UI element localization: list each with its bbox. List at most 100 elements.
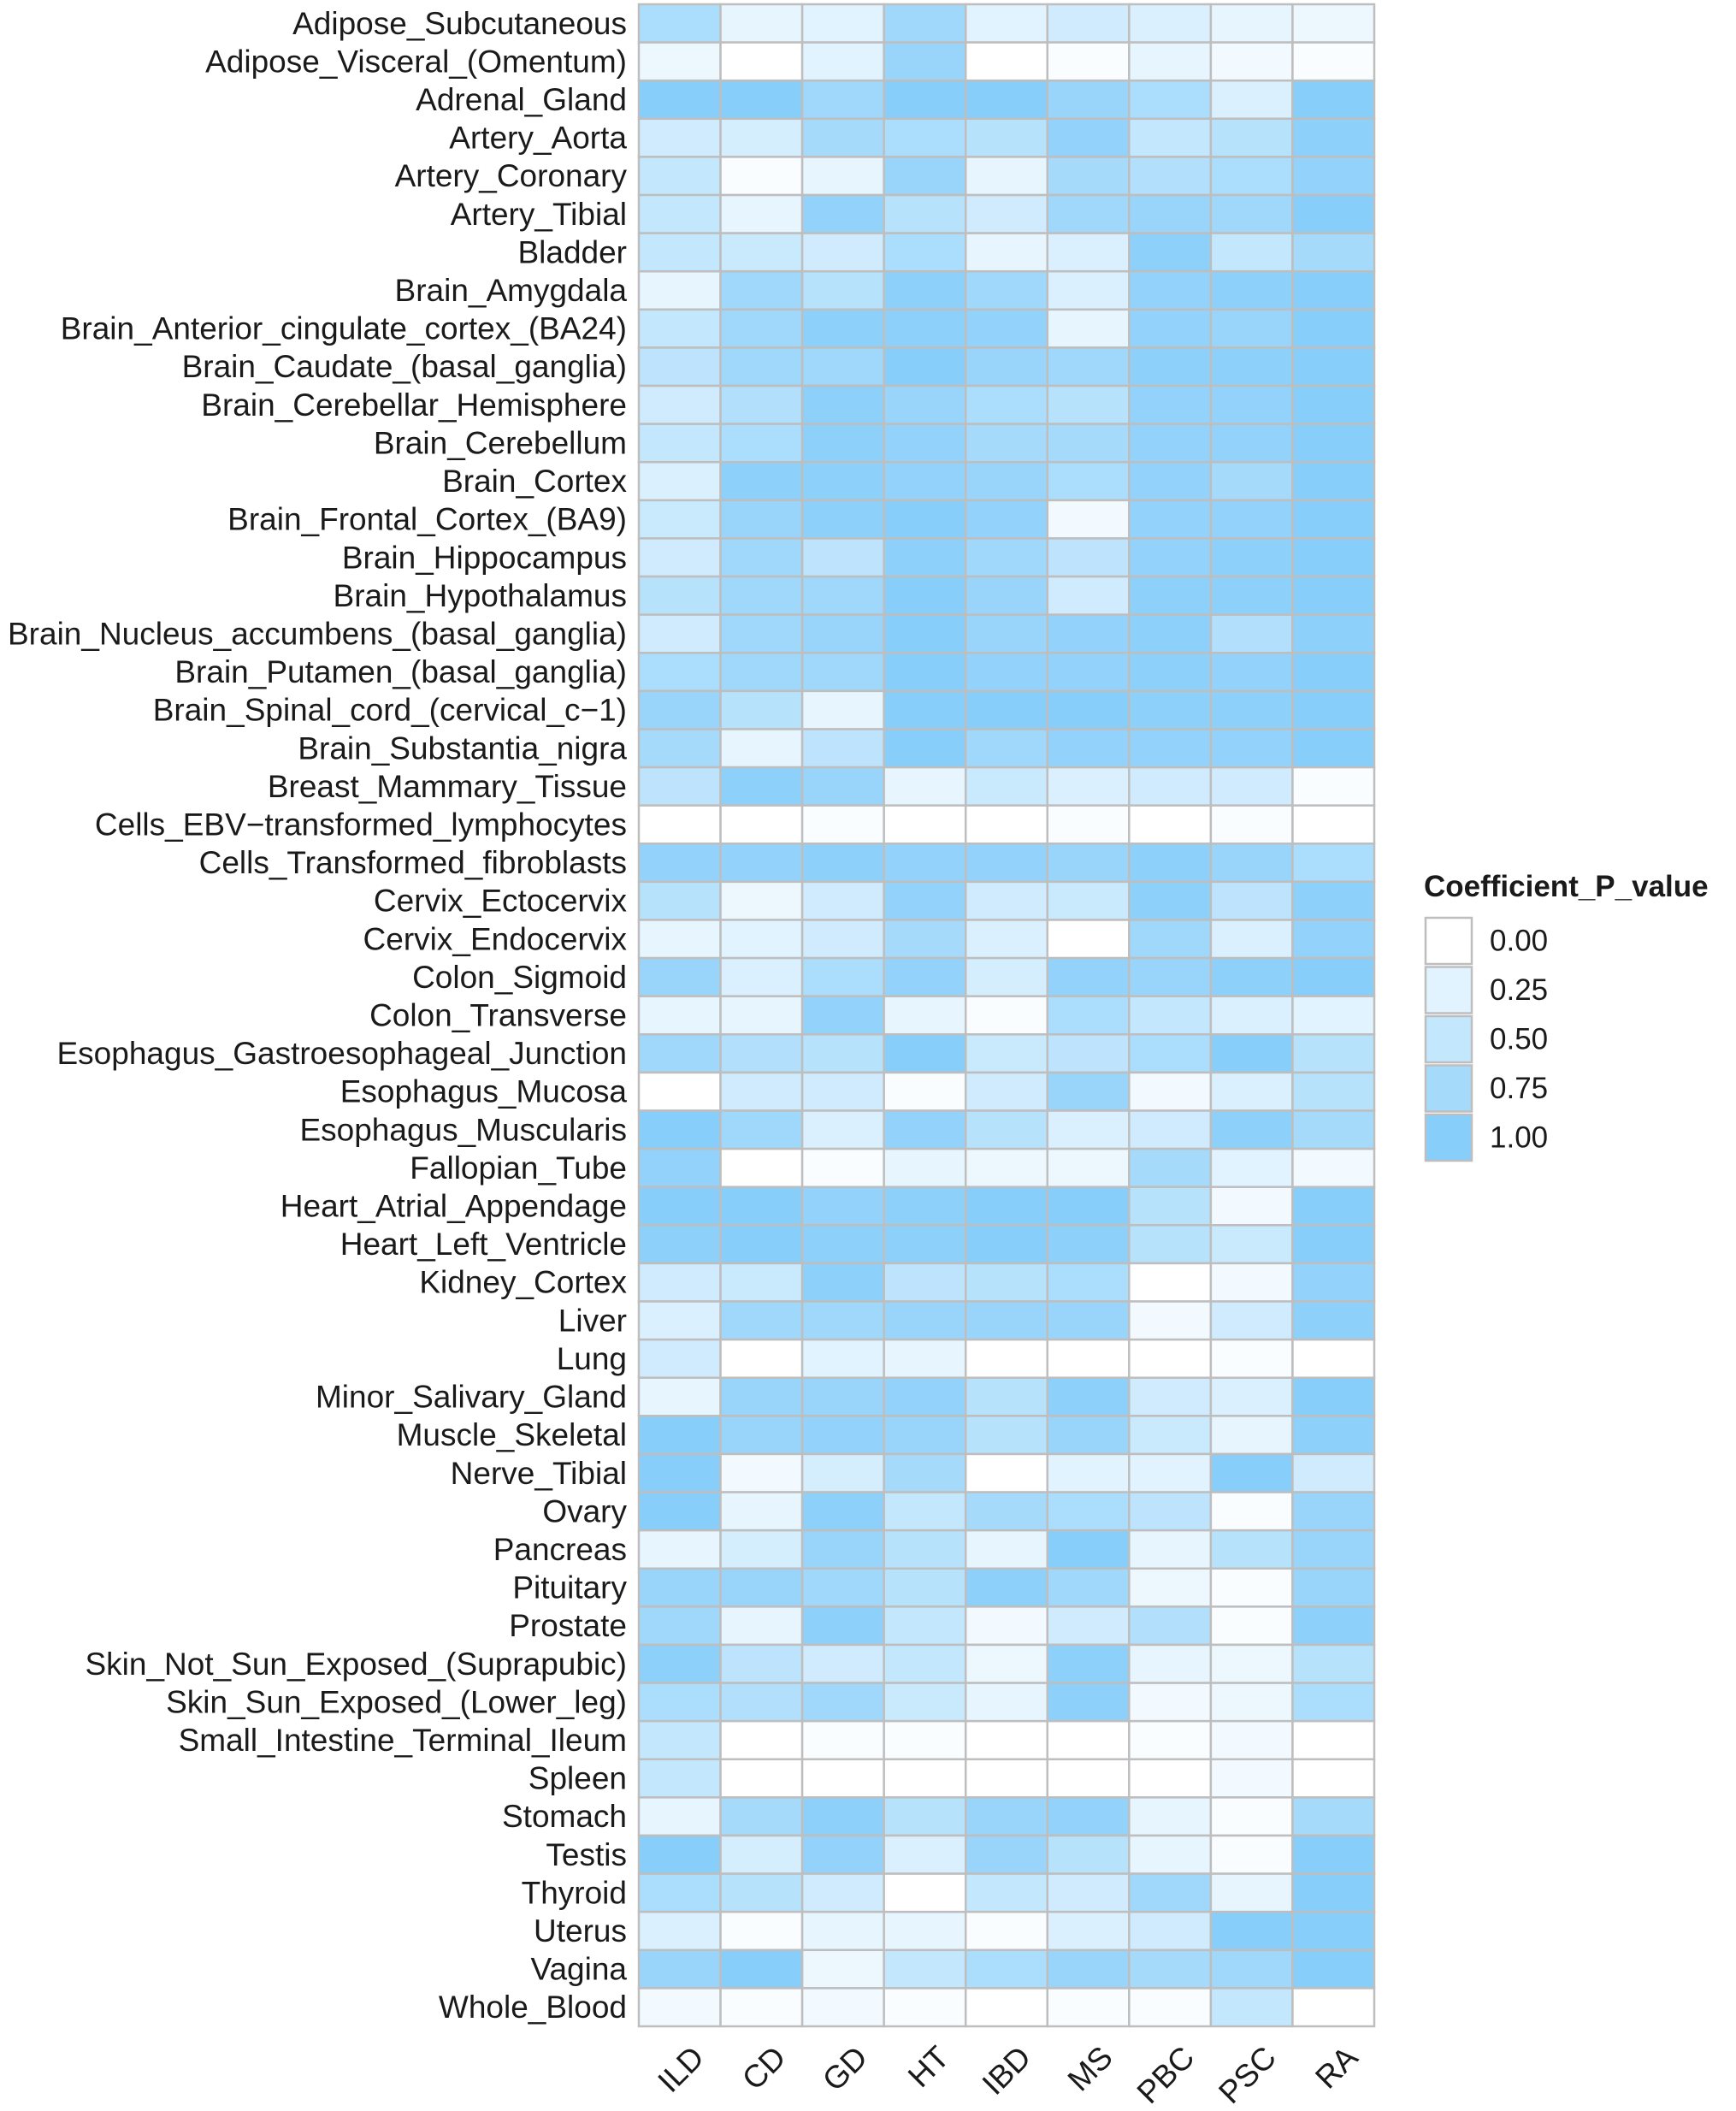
heatmap-cell — [637, 1491, 722, 1532]
heatmap-cell — [1128, 1910, 1213, 1952]
heatmap-cell — [800, 346, 885, 387]
heatmap-cell — [883, 1948, 967, 1990]
heatmap-cell — [883, 1262, 967, 1303]
heatmap-cell — [883, 1186, 967, 1227]
heatmap-cell — [800, 919, 885, 960]
heatmap-cell — [1046, 1834, 1131, 1875]
heatmap-cell — [883, 1300, 967, 1341]
heatmap-cell — [964, 1415, 1049, 1456]
heatmap-cell — [964, 1948, 1049, 1990]
heatmap-cell — [883, 1643, 967, 1684]
legend-key — [1424, 966, 1473, 1014]
heatmap-cell — [637, 1071, 722, 1112]
heatmap-cell — [1046, 423, 1131, 464]
heatmap-cell — [800, 880, 885, 921]
heatmap-cell — [1291, 156, 1376, 197]
heatmap-cell — [883, 652, 967, 693]
heatmap-cell — [964, 1491, 1049, 1532]
heatmap-cell — [1128, 308, 1213, 349]
row-label: Muscle_Skeletal — [397, 1417, 627, 1452]
heatmap-cell — [964, 3, 1049, 44]
heatmap-cell — [719, 461, 804, 502]
heatmap-cell — [964, 1147, 1049, 1188]
heatmap-cell — [964, 689, 1049, 730]
row-label: Thyroid — [522, 1875, 627, 1910]
heatmap-cell — [800, 1796, 885, 1837]
heatmap-cell — [1046, 1186, 1131, 1227]
row-label: Lung — [557, 1341, 627, 1376]
heatmap-cell — [1209, 1452, 1294, 1493]
heatmap-cell — [637, 728, 722, 769]
heatmap-cell — [1209, 117, 1294, 158]
heatmap-cell — [719, 804, 804, 845]
heatmap-cell — [1291, 1376, 1376, 1417]
heatmap-cell — [883, 117, 967, 158]
heatmap-cell — [1291, 1719, 1376, 1761]
heatmap-cell — [964, 1071, 1049, 1112]
heatmap-cell — [1128, 346, 1213, 387]
heatmap-cell — [1291, 346, 1376, 387]
heatmap-cell — [719, 1491, 804, 1532]
heatmap-cell — [1046, 1948, 1131, 1990]
heatmap-cell — [719, 880, 804, 921]
heatmap-cell — [1046, 193, 1131, 234]
heatmap-cell — [1046, 1491, 1131, 1532]
heatmap-cell — [1128, 1262, 1213, 1303]
heatmap-cell — [719, 346, 804, 387]
heatmap-cell — [800, 1948, 885, 1990]
heatmap-cell — [719, 1224, 804, 1265]
row-label: Artery_Tibial — [451, 197, 627, 232]
row-label: Brain_Anterior_cingulate_cortex_(BA24) — [61, 311, 627, 346]
heatmap-cell — [883, 384, 967, 425]
heatmap-cell — [1291, 1682, 1376, 1723]
heatmap-cell — [1128, 1338, 1213, 1379]
heatmap-cell — [800, 1605, 885, 1647]
heatmap-cell — [1209, 652, 1294, 693]
heatmap-cell — [637, 1719, 722, 1761]
heatmap-cell — [964, 728, 1049, 769]
heatmap-cell — [1046, 1452, 1131, 1493]
heatmap-cell — [964, 1452, 1049, 1493]
heatmap-cell — [1291, 1491, 1376, 1532]
heatmap-cell — [883, 1376, 967, 1417]
heatmap-cell — [637, 652, 722, 693]
legend-key — [1424, 1113, 1473, 1162]
heatmap-cell — [800, 117, 885, 158]
heatmap-cell — [883, 1491, 967, 1532]
heatmap-cell — [964, 41, 1049, 82]
heatmap-cell — [964, 1605, 1049, 1647]
heatmap-cell — [964, 1719, 1049, 1761]
heatmap-cell — [1209, 919, 1294, 960]
heatmap-cell — [800, 537, 885, 578]
row-label: Heart_Atrial_Appendage — [280, 1189, 627, 1224]
heatmap-cell — [1291, 766, 1376, 807]
heatmap-cell — [637, 423, 722, 464]
heatmap-cell — [637, 1872, 722, 1913]
heatmap-cell — [883, 1796, 967, 1837]
heatmap-cell — [1291, 613, 1376, 654]
row-label: Esophagus_Gastroesophageal_Junction — [57, 1036, 628, 1071]
heatmap-cell — [1128, 1987, 1213, 2028]
heatmap-cell — [800, 1338, 885, 1379]
row-label: Uterus — [534, 1913, 627, 1948]
heatmap-cell — [1046, 41, 1131, 82]
heatmap-cell — [1128, 1491, 1213, 1532]
heatmap-cell — [800, 1643, 885, 1684]
heatmap-cell — [1291, 1224, 1376, 1265]
heatmap-cell — [719, 613, 804, 654]
heatmap-cell — [719, 1415, 804, 1456]
heatmap-cell — [719, 843, 804, 884]
heatmap-cell — [1128, 995, 1213, 1036]
heatmap-cell — [1128, 461, 1213, 502]
heatmap-cell — [883, 499, 967, 540]
row-label: Testis — [546, 1837, 627, 1872]
heatmap-cell — [1291, 3, 1376, 44]
heatmap-cell — [800, 1033, 885, 1074]
heatmap-cell — [883, 41, 967, 82]
heatmap-cell — [1209, 1605, 1294, 1647]
heatmap-cell — [964, 1109, 1049, 1150]
heatmap-cell — [800, 193, 885, 234]
heatmap-cell — [964, 1300, 1049, 1341]
heatmap-cell — [1046, 1796, 1131, 1837]
